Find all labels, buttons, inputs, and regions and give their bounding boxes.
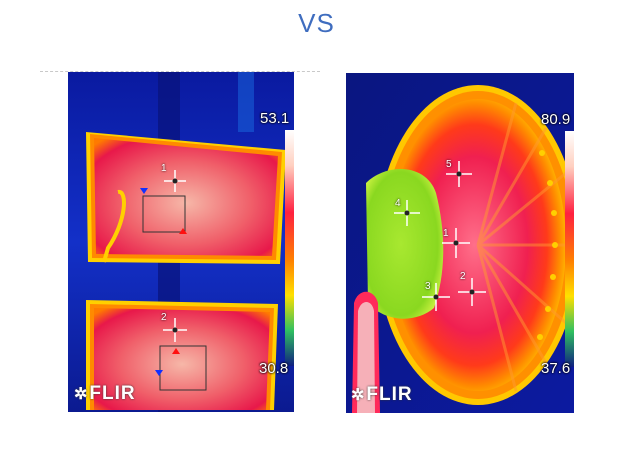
spot-label: 1 [161, 163, 167, 174]
thermal-image-left: 1 2 53.1 30.8 ✲FLIR [68, 72, 294, 412]
scale-min-label: 37.6 [541, 360, 571, 377]
flir-logo: ✲FLIR [351, 384, 413, 405]
spot-label: 1 [443, 228, 449, 239]
scale-max-label: 53.1 [260, 110, 290, 127]
spot-label: 4 [395, 198, 401, 209]
flir-logo: ✲FLIR [74, 383, 136, 404]
spot-label: 2 [460, 271, 466, 282]
spot-label: 2 [161, 312, 167, 323]
thermal-image-right: 5 4 1 2 3 80.9 37.6 ✲FLIR [346, 73, 574, 413]
flir-logo-icon: ✲ [74, 386, 89, 403]
thermal-scene-right [346, 73, 574, 413]
scale-min-label: 30.8 [259, 360, 289, 377]
spot-label: 5 [446, 159, 452, 170]
divider-line [40, 71, 320, 72]
thermal-scene-left [68, 72, 294, 412]
spot-label: 3 [425, 281, 431, 292]
flir-logo-icon: ✲ [351, 387, 366, 404]
scale-max-label: 80.9 [541, 111, 571, 128]
comparison-title: VS [298, 8, 335, 38]
